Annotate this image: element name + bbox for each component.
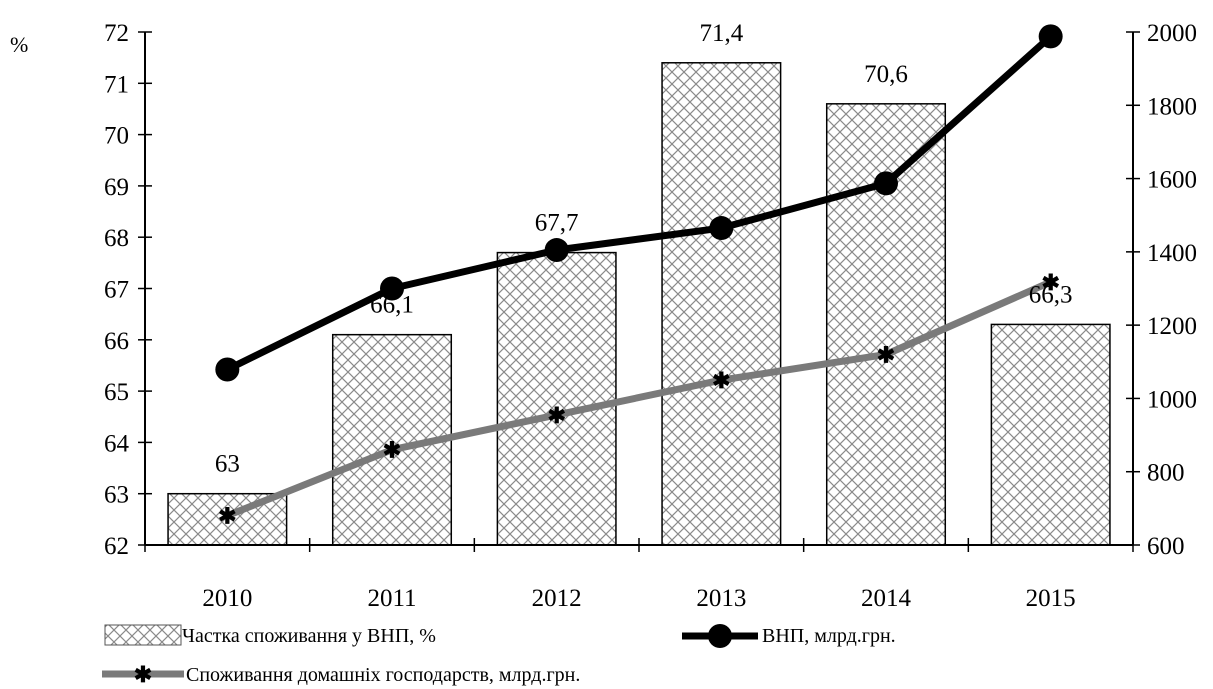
y-left-tick-label: 70: [104, 123, 129, 150]
axes-layer: 62 63 64 65 66 67 68 69 70 71 72 600 800 1000 1200 1400…: [104, 20, 1197, 612]
y-right-tick-label: 1000: [1147, 386, 1197, 413]
y-right-tick-label: 1400: [1147, 240, 1197, 267]
bar-2015: [990, 323, 1111, 546]
labels-layer: 63 66,1 67,7 71,4 70,6 66,3: [215, 20, 1073, 478]
y-right-tick-label: 1200: [1147, 313, 1197, 340]
series-line-gnp: [225, 33, 1053, 373]
point-consumption-2013: ✱: [712, 368, 730, 393]
legend-item-consumption: ✱ Споживання домашніх господарств, млрд.…: [102, 662, 580, 687]
legend-marker-gnp: [708, 624, 732, 648]
lines-layer: ✱ ✱ ✱ ✱ ✱ ✱: [215, 24, 1063, 529]
point-gnp-2011: [380, 276, 404, 301]
y-right-tick-label: 1600: [1147, 167, 1197, 194]
y-left-tick-label: 62: [104, 533, 129, 560]
legend-marker-consumption: ✱: [134, 662, 152, 687]
legend-swatch-share: [104, 624, 182, 646]
y-left-tick-label: 69: [104, 174, 129, 201]
point-gnp-2015: [1038, 24, 1063, 49]
bar-data-label-2014: 70,6: [864, 61, 908, 88]
y-left-tick-label: 63: [104, 482, 129, 509]
point-gnp-2012: [544, 238, 569, 263]
bar-data-label-2012: 67,7: [535, 210, 579, 237]
point-gnp-2014: [874, 171, 898, 196]
point-consumption-2014: ✱: [877, 342, 895, 367]
y-left-tick-label: 72: [104, 20, 129, 47]
legend-item-gnp: ВНП, млрд.грн.: [682, 624, 896, 648]
y-right-tick-label: 1800: [1147, 93, 1197, 120]
point-consumption-2010: ✱: [218, 504, 236, 529]
x-tick-label: 2011: [367, 585, 416, 612]
legend-label-gnp: ВНП, млрд.грн.: [762, 625, 896, 647]
y-left-tick-label: 68: [104, 225, 129, 252]
bar-data-label-2011: 66,1: [370, 292, 414, 319]
x-tick-label: 2012: [532, 585, 582, 612]
legend-label-share: Частка споживання у ВНП, %: [182, 625, 436, 647]
legend: Частка споживання у ВНП, % ВНП, млрд.грн…: [102, 624, 896, 687]
y-left-tick-label: 66: [104, 328, 129, 355]
y-right-tick-label: 2000: [1147, 20, 1197, 47]
point-consumption-2012: ✱: [547, 403, 565, 428]
point-gnp-2010: [215, 357, 240, 382]
y-right-tick-label: 600: [1147, 533, 1185, 560]
y-left-tick-label: 64: [104, 430, 130, 457]
x-tick-label: 2013: [696, 585, 746, 612]
point-consumption-2015: ✱: [1041, 270, 1059, 295]
y-left-tick-label: 65: [104, 379, 129, 406]
legend-label-consumption: Споживання домашніх господарств, млрд.гр…: [186, 664, 580, 686]
bar-2013: [661, 62, 782, 546]
bar-data-label-2013: 71,4: [699, 20, 743, 47]
legend-item-share: Частка споживання у ВНП, %: [104, 624, 436, 647]
bar-2014: [825, 103, 947, 546]
series-line-consumption: [226, 278, 1053, 519]
y-right-tick-label: 800: [1147, 460, 1185, 487]
bar-data-label-2015: 66,3: [1029, 281, 1073, 308]
bar-2012: [496, 251, 617, 546]
y-left-axis-title: %: [10, 32, 28, 57]
bar-data-label-2010: 63: [215, 451, 240, 478]
y-left-tick-label: 71: [104, 71, 129, 98]
bars-layer: [167, 62, 1111, 546]
y-left-tick-label: 67: [104, 277, 129, 304]
x-tick-label: 2010: [202, 585, 252, 612]
point-consumption-2011: ✱: [383, 438, 401, 463]
x-tick-label: 2014: [861, 585, 912, 612]
x-tick-label: 2015: [1026, 585, 1076, 612]
point-gnp-2013: [709, 216, 734, 241]
